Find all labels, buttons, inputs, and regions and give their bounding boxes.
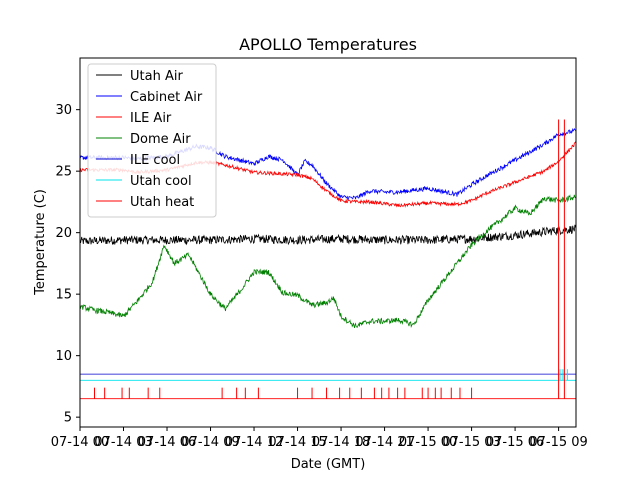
y-tick-label: 30 [55, 103, 72, 118]
legend-label: Utah Air [130, 69, 183, 84]
x-tick-label: 07-15 06 [486, 435, 544, 450]
series-dome-air [80, 194, 576, 329]
legend: Utah Air Cabinet Air ILE Air Dome Air ILE co… [87, 63, 217, 218]
legend-item: Utah Air [96, 69, 183, 84]
x-tick-label: 07-14 00 [51, 435, 109, 450]
x-tick-label: 07-14 18 [312, 435, 370, 450]
legend-label: Utah cool [130, 174, 192, 189]
plot-frame [79, 57, 577, 428]
x-tick-label: 07-15 00 [399, 435, 457, 450]
y-tick-label: 5 [64, 411, 72, 426]
y-tick-label: 20 [55, 226, 72, 241]
y-tick-label: 15 [55, 288, 72, 303]
x-tick-label: 07-15 09 [529, 435, 587, 450]
x-tick-label: 07-14 12 [225, 435, 283, 450]
legend-item: ILE Air [96, 111, 172, 126]
legend-item: Utah heat [96, 195, 194, 210]
x-tick-label: 07-14 03 [94, 435, 152, 450]
series-utah-heat [80, 119, 576, 400]
x-tick-label: 07-14 06 [138, 435, 196, 450]
chart-title: APOLLO Temperatures [239, 35, 417, 54]
y-tick-label: 25 [55, 165, 72, 180]
x-tick-label: 07-14 21 [355, 435, 413, 450]
legend-item: Utah cool [96, 174, 192, 189]
legend-label: Utah heat [130, 195, 194, 210]
legend-label: Cabinet Air [130, 90, 203, 105]
series-utah-cool [80, 369, 576, 381]
series-line [80, 194, 576, 329]
legend-label: ILE cool [130, 153, 180, 168]
x-axis-label: Date (GMT) [291, 457, 366, 472]
y-tick-label: 10 [55, 349, 72, 364]
legend-item: Cabinet Air [96, 90, 203, 105]
legend-item: ILE cool [96, 153, 180, 168]
legend-item: Dome Air [96, 132, 191, 147]
y-axis: 5 10 15 20 25 30 [55, 103, 80, 426]
series-line [80, 224, 576, 246]
legend-label: Dome Air [130, 132, 191, 147]
x-tick-label: 07-14 09 [181, 435, 239, 450]
x-tick-label: 07-14 15 [268, 435, 326, 450]
y-axis-label: Temperature (C) [33, 189, 48, 296]
x-tick-label: 07-15 03 [442, 435, 500, 450]
legend-box [87, 63, 217, 218]
series-utah-air [80, 224, 576, 246]
legend-label: ILE Air [130, 111, 172, 126]
